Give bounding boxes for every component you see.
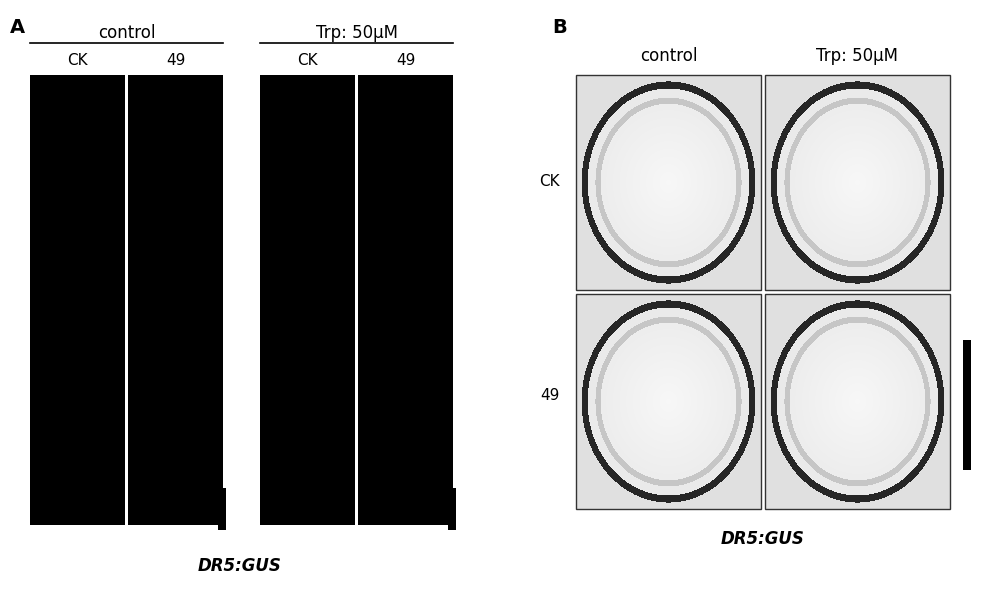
Bar	[358, 75, 453, 525]
Text: CK: CK	[67, 53, 88, 68]
Text: A: A	[10, 18, 25, 37]
Bar	[576, 75, 761, 290]
Text: Trp: 50μM: Trp: 50μM	[316, 24, 398, 42]
Bar	[448, 488, 456, 530]
Bar	[765, 75, 950, 290]
Text: control: control	[98, 24, 155, 42]
Bar	[30, 75, 125, 525]
Text: B: B	[552, 18, 567, 37]
Bar	[765, 294, 950, 509]
Bar	[576, 294, 761, 509]
Text: 49: 49	[541, 388, 560, 403]
Text: CK: CK	[539, 174, 560, 190]
Text: Trp: 50μM: Trp: 50μM	[816, 47, 898, 65]
Text: DR5:GUS: DR5:GUS	[721, 530, 805, 548]
Text: DR5:GUS: DR5:GUS	[198, 557, 282, 575]
Bar	[218, 488, 226, 530]
Bar	[260, 75, 355, 525]
Text: 49: 49	[166, 53, 185, 68]
Text: CK: CK	[297, 53, 318, 68]
Text: 49: 49	[396, 53, 415, 68]
Bar	[128, 75, 223, 525]
Text: control: control	[640, 47, 698, 65]
Bar	[963, 340, 971, 470]
